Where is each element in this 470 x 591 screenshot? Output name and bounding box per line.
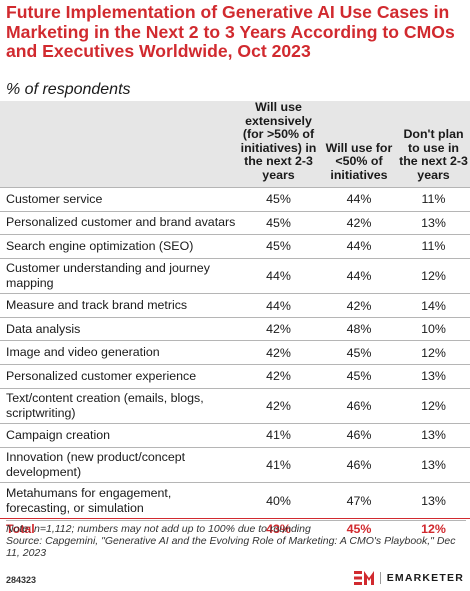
table-row: Metahumans for engagement, forecasting, … xyxy=(0,482,470,519)
value-cell: 11% xyxy=(397,234,470,259)
value-cell: 41% xyxy=(236,446,321,483)
row-label: Personalized customer and brand avatars xyxy=(0,210,236,235)
row-label: Customer understanding and journey mappi… xyxy=(0,257,236,294)
row-label: Metahumans for engagement, forecasting, … xyxy=(0,482,236,519)
value-cell: 42% xyxy=(236,340,321,365)
table-row: Image and video generation 42% 45% 12% xyxy=(0,340,470,365)
value-cell: 13% xyxy=(397,364,470,389)
chart-id: 284323 xyxy=(6,575,37,585)
table-row: Campaign creation 41% 46% 13% xyxy=(0,423,470,448)
data-table: Will use extensively (for >50% of initia… xyxy=(0,100,470,540)
value-cell: 13% xyxy=(397,446,470,483)
value-cell: 41% xyxy=(236,423,321,448)
value-cell: 48% xyxy=(321,316,397,341)
brand-logo: EMARKETER xyxy=(353,571,464,585)
column-header: Don't plan to use in the next 2-3 years xyxy=(397,101,470,188)
source-text: Source: Capgemini, "Generative AI and th… xyxy=(6,535,456,560)
row-label: Campaign creation xyxy=(0,423,236,448)
total-label: Total xyxy=(0,517,236,540)
value-cell: 42% xyxy=(236,364,321,389)
value-cell: 44% xyxy=(321,234,397,259)
chart-title: Future Implementation of Generative AI U… xyxy=(6,2,455,61)
row-label: Search engine optimization (SEO) xyxy=(0,234,236,259)
value-cell: 42% xyxy=(236,387,321,424)
value-cell: 42% xyxy=(321,293,397,318)
value-cell: 13% xyxy=(397,210,470,235)
brand-divider xyxy=(379,572,381,584)
data-table-container: Will use extensively (for >50% of initia… xyxy=(0,100,470,540)
table-row: Personalized customer and brand avatars 4… xyxy=(0,210,470,235)
value-cell: 47% xyxy=(321,482,397,519)
value-cell: 40% xyxy=(236,482,321,519)
row-label: Measure and track brand metrics xyxy=(0,293,236,318)
value-cell: 12% xyxy=(397,387,470,424)
table-row: Search engine optimization (SEO) 45% 44% 11… xyxy=(0,234,470,259)
chart-subtitle: % of respondents xyxy=(6,81,131,98)
table-body: Customer service 45% 44% 11% Personalized cu… xyxy=(0,187,470,540)
value-cell: 44% xyxy=(321,187,397,212)
value-cell: 10% xyxy=(397,316,470,341)
value-cell: 44% xyxy=(236,257,321,294)
total-value-cell: 43% xyxy=(236,517,321,540)
value-cell: 44% xyxy=(236,293,321,318)
note-text: Note: n=1,112; numbers may not add up to… xyxy=(6,523,311,535)
value-cell: 45% xyxy=(321,364,397,389)
value-cell: 45% xyxy=(236,234,321,259)
value-cell: 46% xyxy=(321,446,397,483)
table-row: Customer service 45% 44% 11% xyxy=(0,187,470,212)
brand-name: EMARKETER xyxy=(386,572,464,584)
value-cell: 42% xyxy=(321,210,397,235)
value-cell: 14% xyxy=(397,293,470,318)
total-value-cell: 45% xyxy=(321,517,397,540)
header-label-cell xyxy=(0,101,236,188)
row-label: Customer service xyxy=(0,187,236,212)
table-header-row: Will use extensively (for >50% of initia… xyxy=(0,100,470,188)
total-value-cell: 12% xyxy=(397,517,470,540)
column-header: Will use for <50% of initiatives xyxy=(321,101,397,188)
value-cell: 44% xyxy=(321,257,397,294)
value-cell: 11% xyxy=(397,187,470,212)
value-cell: 45% xyxy=(321,340,397,365)
column-header: Will use extensively (for >50% of initia… xyxy=(236,100,321,188)
table-row: Personalized customer experience 42% 45% 13… xyxy=(0,364,470,389)
value-cell: 12% xyxy=(397,340,470,365)
value-cell: 45% xyxy=(236,210,321,235)
table-row: Customer understanding and journey mappi… xyxy=(0,257,470,294)
row-label: Text/content creation (emails, blogs, sc… xyxy=(0,387,236,424)
value-cell: 12% xyxy=(397,257,470,294)
row-label: Image and video generation xyxy=(0,340,236,365)
value-cell: 13% xyxy=(397,423,470,448)
value-cell: 45% xyxy=(236,187,321,212)
total-row: Total 43% 45% 12% xyxy=(0,517,470,540)
footnote: Note: n=1,112; numbers may not add up to… xyxy=(6,520,466,560)
table-row: Measure and track brand metrics 44% 42% 14% xyxy=(0,293,470,318)
row-label: Innovation (new product/concept developm… xyxy=(0,446,236,483)
table-row: Text/content creation (emails, blogs, sc… xyxy=(0,387,470,424)
value-cell: 42% xyxy=(236,316,321,341)
row-label: Data analysis xyxy=(0,316,236,341)
value-cell: 46% xyxy=(321,387,397,424)
value-cell: 13% xyxy=(397,482,470,519)
row-label: Personalized customer experience xyxy=(0,364,236,389)
value-cell: 46% xyxy=(321,423,397,448)
emarketer-logo-icon xyxy=(353,571,374,585)
table-row: Innovation (new product/concept developm… xyxy=(0,446,470,483)
table-row: Data analysis 42% 48% 10% xyxy=(0,316,470,341)
